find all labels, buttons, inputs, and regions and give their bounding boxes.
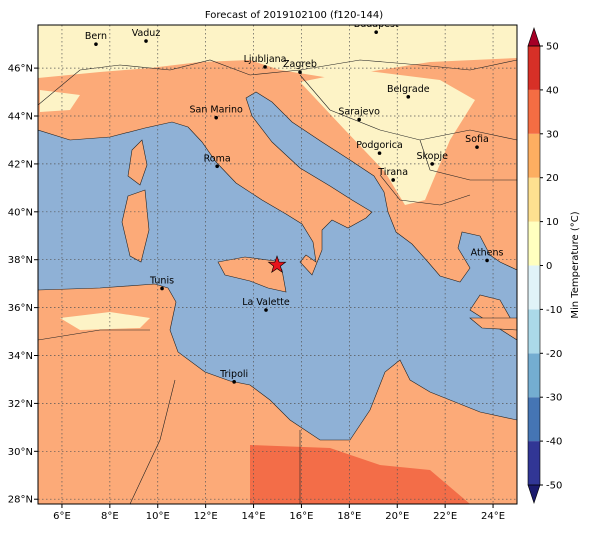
- sicily: [217, 256, 287, 293]
- colorbar-tick-label: -10: [546, 305, 562, 316]
- colorbar-tick-label: 40: [546, 85, 559, 96]
- city-label: Sarajevo: [338, 107, 380, 118]
- x-tick-label: 14°E: [242, 511, 266, 522]
- x-tick-label: 22°E: [433, 511, 457, 522]
- city-label: La Valette: [242, 297, 290, 308]
- city-label: Podgorica: [356, 140, 403, 151]
- colorbar-tick-label: 0: [546, 261, 552, 272]
- city-label: Budapest: [354, 19, 399, 30]
- x-tick-label: 16°E: [289, 511, 313, 522]
- x-tick-label: 12°E: [194, 511, 218, 522]
- y-tick-label: 28°N: [8, 495, 33, 506]
- colorbar-tick-label: 50: [546, 42, 559, 53]
- city-dot: [263, 65, 267, 69]
- city-dot: [406, 95, 411, 99]
- map-title: Forecast of 2019102100 (f120-144): [205, 10, 383, 21]
- y-tick-label: 46°N: [8, 64, 33, 75]
- cool-zone: [60, 312, 150, 330]
- city-dot: [430, 162, 435, 166]
- city-label: Bern: [85, 31, 107, 42]
- x-tick-label: 8°E: [101, 511, 119, 522]
- y-tick-label: 42°N: [8, 159, 33, 170]
- city-label: Zagreb: [283, 59, 317, 70]
- city-label: Sofia: [465, 134, 489, 145]
- corsica: [127, 139, 148, 186]
- city-label: Tirana: [377, 167, 408, 178]
- y-tick-label: 32°N: [8, 399, 33, 410]
- y-tick-label: 40°N: [8, 207, 33, 218]
- colorbar-label: Min Temperature (°C): [570, 211, 581, 318]
- city-dot: [485, 258, 489, 263]
- colorbar-segment: [528, 46, 540, 90]
- city-label: Athens: [471, 247, 504, 258]
- y-tick-label: 44°N: [8, 112, 33, 123]
- city-dot: [264, 308, 268, 312]
- colorbar-segment: [528, 441, 540, 485]
- city-label: Roma: [204, 153, 231, 164]
- map-frame: [37, 24, 518, 505]
- colorbar-tick-label: -30: [546, 393, 562, 404]
- cool-zone: [40, 90, 80, 112]
- warm-zone: [250, 445, 470, 504]
- city-dot: [391, 178, 395, 182]
- city-dot: [94, 42, 98, 46]
- y-tick-label: 30°N: [8, 447, 33, 458]
- location-marker: [267, 255, 287, 274]
- city-label: Skopje: [416, 151, 448, 162]
- colorbar-segment: [528, 89, 540, 134]
- city-label: San Marino: [190, 105, 243, 116]
- colorbar-extend-high: [527, 27, 541, 47]
- y-tick-label: 38°N: [8, 255, 33, 266]
- city-dot: [298, 70, 302, 74]
- colorbar-extend-low: [527, 484, 541, 504]
- colorbar-tick-label: -50: [546, 481, 562, 492]
- cool-zone: [300, 70, 475, 205]
- axis-ticks: 6°E 8°E 10°E 12°E 14°E 16°E 18°E 20°E 22°E 24°E 28…: [8, 64, 505, 522]
- city-dot: [475, 145, 479, 149]
- colorbar-segment: [528, 133, 540, 178]
- city-dot: [357, 117, 361, 122]
- crete: [469, 317, 517, 331]
- city-dot: [377, 151, 382, 155]
- x-tick-label: 20°E: [385, 511, 409, 522]
- city-label: Tunis: [149, 275, 174, 286]
- x-tick-label: 10°E: [146, 511, 170, 522]
- colorbar-tick-label: -20: [546, 349, 562, 360]
- colorbar-segment: [528, 353, 540, 398]
- city-label: Belgrade: [387, 84, 430, 95]
- y-tick-label: 36°N: [8, 303, 33, 314]
- city-dot: [215, 164, 219, 169]
- colorbar-tick-label: -40: [546, 437, 562, 448]
- colorbar-tick-label: 10: [546, 217, 559, 228]
- colorbar-segment: [528, 177, 540, 222]
- colorbar-segment: [528, 397, 540, 442]
- colorbar: -50 -40 -30 -20 -10 0 10 20 30 40 50: [527, 27, 562, 504]
- x-tick-label: 18°E: [337, 511, 361, 522]
- sardinia: [121, 189, 150, 263]
- x-tick-label: 24°E: [481, 511, 505, 522]
- city-label: Tripoli: [219, 369, 248, 380]
- city-dot: [232, 380, 236, 384]
- city-label: Vaduz: [132, 28, 161, 39]
- city-dot: [160, 286, 164, 291]
- colorbar-segment: [528, 265, 540, 310]
- city-dot: [144, 39, 148, 43]
- colorbar-segment: [528, 221, 540, 266]
- x-tick-label: 6°E: [53, 511, 71, 522]
- border: [38, 59, 517, 504]
- y-tick-label: 34°N: [8, 351, 33, 362]
- city-dot: [214, 115, 218, 120]
- colorbar-tick-label: 30: [546, 129, 559, 140]
- colorbar-segment: [528, 309, 540, 354]
- city-label: Ljubljana: [244, 54, 287, 65]
- colorbar-tick-label: 20: [546, 173, 559, 184]
- city-dot: [374, 30, 378, 34]
